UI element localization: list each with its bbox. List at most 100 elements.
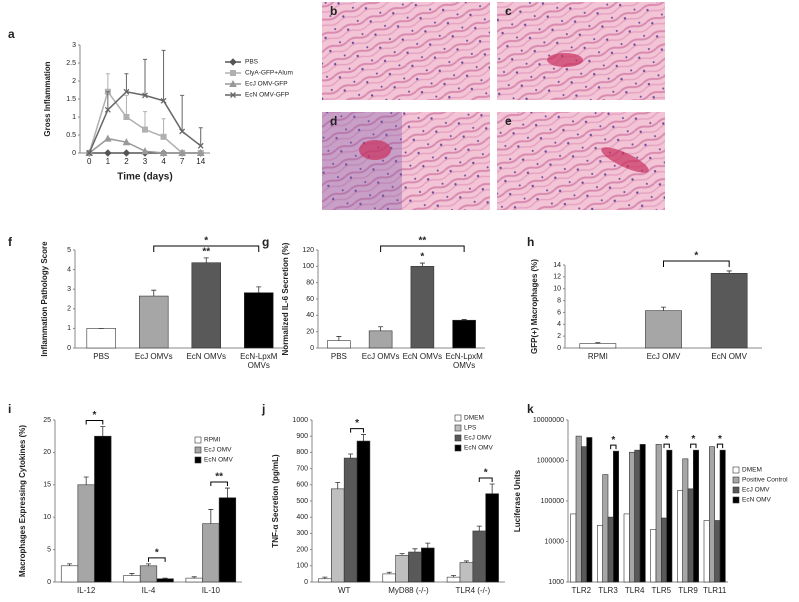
y-tick-label: 10	[553, 286, 561, 293]
y-tick-label: 20	[43, 449, 51, 456]
significance-bracket	[478, 477, 493, 482]
legend-swatch	[732, 466, 740, 474]
error-bar	[256, 286, 262, 293]
legend-label: EcJ OMV	[464, 435, 492, 442]
y-axis-title: Normalized IL-6 Secretion (%)	[281, 242, 290, 355]
significance-bracket	[380, 245, 465, 252]
bar	[719, 449, 726, 583]
bar	[185, 577, 203, 583]
significance-bracket	[716, 443, 724, 449]
y-tick-label: 100000	[541, 498, 564, 505]
x-tick-label: EcN OMVs	[186, 352, 227, 361]
legend-swatch	[194, 456, 202, 464]
x-tick-label: EcN OMVs	[402, 352, 443, 361]
significance-label: *	[694, 251, 698, 262]
bar	[645, 310, 682, 349]
bar	[607, 516, 614, 583]
y-axis-title: Inflammation Pathology Score	[40, 241, 49, 357]
legend-swatch	[732, 476, 740, 484]
y-tick-label: 100	[302, 263, 314, 270]
data-point	[159, 148, 168, 156]
legend-label: LPS	[464, 425, 477, 432]
bar	[330, 488, 345, 583]
legend-label: EcN OMV	[742, 497, 772, 504]
legend-label: EcN OMV	[204, 457, 234, 464]
y-tick-label: 0	[310, 345, 314, 352]
x-tick-label: TLR5	[651, 586, 672, 595]
bar	[452, 319, 476, 349]
y-tick-label: 0.5	[66, 132, 76, 139]
y-tick-label: 10	[43, 514, 51, 521]
legend-label: EcJ OMV-GFP	[245, 81, 288, 88]
legend-swatch	[454, 444, 462, 452]
x-tick-label: 1	[106, 157, 111, 166]
error-bar	[399, 553, 405, 556]
x-tick-label: IL-4	[141, 586, 156, 595]
error-bar	[208, 509, 214, 524]
x-tick-label: EcN-LpxM OMVs	[445, 352, 483, 370]
y-tick-label: 2	[72, 78, 76, 85]
y-tick-label: 8	[557, 297, 561, 304]
histology-b: b	[322, 2, 490, 100]
bar	[156, 578, 174, 583]
bar	[408, 551, 422, 583]
significance-label: **	[202, 246, 210, 257]
histology-image	[322, 112, 490, 210]
y-tick-label: 10000000	[533, 417, 564, 424]
y-tick-label: 12	[553, 274, 561, 281]
y-tick-label: 60	[306, 296, 314, 303]
error-bar	[425, 542, 431, 548]
bar	[459, 562, 474, 583]
x-tick-label: 4	[161, 157, 166, 166]
panel-label: e	[505, 114, 512, 128]
y-tick-label: 15	[43, 482, 51, 489]
bar	[86, 328, 116, 349]
legend-swatch	[454, 434, 462, 442]
y-tick-label: 1	[72, 114, 76, 121]
x-tick-label: EcJ OMVs	[134, 352, 173, 361]
x-tick-label: MyD88 (-/-)	[388, 586, 429, 595]
histology-d: d	[322, 112, 490, 210]
panel-label: a	[8, 27, 15, 41]
legend-label: DMEM	[742, 467, 762, 474]
error-bar	[162, 577, 168, 579]
error-bar	[476, 525, 482, 531]
x-tick-label: IL-10	[201, 586, 220, 595]
bar	[395, 554, 409, 583]
error-bar	[124, 94, 129, 117]
chart-1: f 0 1 2 3 4 5 Inflammation Pathology Score ***	[8, 235, 285, 357]
y-tick-label: 14	[553, 262, 561, 269]
panel-label: f	[8, 235, 13, 249]
y-tick-label: 100	[296, 563, 308, 570]
legend-marker	[230, 92, 236, 98]
data-point	[160, 97, 167, 104]
legend-swatch	[194, 436, 202, 444]
y-axis-title: Macrophages Expressing Cytokines (%)	[18, 425, 27, 577]
y-tick-label: 5	[47, 546, 51, 553]
y-tick-label: 80	[306, 280, 314, 287]
x-tick-label: 14	[196, 157, 205, 166]
significance-label: **	[215, 472, 223, 483]
panel-label: k	[527, 402, 534, 416]
bar	[613, 450, 619, 583]
panel-label: i	[8, 402, 11, 416]
significance-bracket	[690, 443, 697, 449]
bar	[703, 520, 710, 583]
x-axis-title: Time (days)	[117, 172, 172, 183]
bar	[244, 292, 274, 349]
data-point	[123, 114, 130, 120]
error-bar	[378, 326, 384, 331]
bar	[218, 497, 237, 583]
error-bar	[336, 336, 342, 341]
y-axis-title: GFP(+) Macrophages (%)	[530, 259, 539, 354]
chart-2: g 0 20 40 60 80 100 120 Normalized IL-6 Secretio…	[262, 235, 485, 355]
vessel	[547, 53, 583, 67]
x-tick-label: RPMI	[587, 352, 608, 361]
error-bar	[100, 426, 106, 437]
y-tick-label: 0	[304, 579, 308, 586]
x-tick-label: WT	[337, 586, 351, 595]
error-bar	[224, 487, 230, 498]
error-bar	[461, 319, 467, 321]
y-tick-label: 700	[296, 465, 308, 472]
